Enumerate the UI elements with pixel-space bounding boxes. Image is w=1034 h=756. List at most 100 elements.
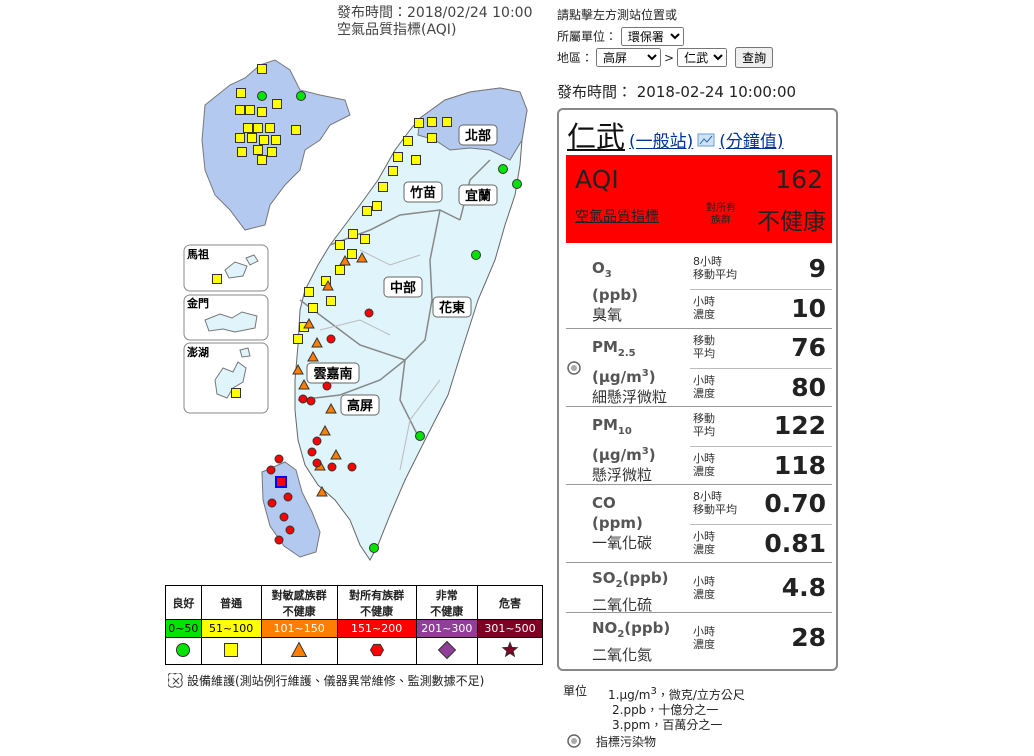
station-sensitive <box>290 640 308 657</box>
reading: 小時 濃度 80 <box>690 368 832 407</box>
reading: 8小時 移動平均 0.70 <box>690 485 832 524</box>
reading-period: 移動 平均 <box>693 412 715 438</box>
reading-period: 小時 濃度 <box>693 374 715 400</box>
region-label-box <box>340 394 380 416</box>
aqi-legend: 良好 普通 對敏感族群 不健康 對所有族群 不健康 非常 不健康 危害 0~50 51~100 10… <box>165 585 544 665</box>
station-title: 仁武 (一般站) (分鐘值) <box>567 114 784 156</box>
aqi-label: AQI <box>575 165 619 194</box>
query-prompt: 請點擊左方測站位置或 <box>557 8 678 22</box>
legend-icon-cell <box>165 637 202 665</box>
reading-period-line: 平均 <box>693 425 715 438</box>
station-moderate <box>257 64 267 74</box>
pollutant-name: NO2(ppb) <box>592 618 670 645</box>
station-unhealthy <box>312 436 322 446</box>
legend-level-line: 不健康 <box>360 604 394 618</box>
reading-value: 9 <box>808 254 826 283</box>
pollutant-chinese-name: 二氧化硫 <box>592 596 653 614</box>
unit-desc: ，微克/立方公尺 <box>656 688 745 702</box>
pollutant-row: PM2.5 (μg/m3) 細懸浮微粒 移動 平均 76 小時 濃度 80 <box>566 328 832 406</box>
station-moderate <box>243 123 253 133</box>
reading-period-line: 小時 <box>693 530 715 543</box>
station-select[interactable]: 仁武 <box>677 48 728 67</box>
pollutant-unit-line: (ppm) <box>592 513 652 533</box>
legend-level-line: 對敏感族群 <box>271 588 327 602</box>
pollutant-name: O3 <box>592 258 638 285</box>
island-label: 馬祖 <box>187 247 209 261</box>
station-unhealthy <box>322 381 332 391</box>
station-good <box>471 250 481 260</box>
station-unhealthy <box>312 458 322 468</box>
pollutant-unit-line: (μg/m3) <box>592 364 667 387</box>
pollutant-symbol: PM <box>592 416 618 434</box>
pollutant-label: NO2(ppb) 二氧化氮 <box>592 618 670 665</box>
legend-icon-cell <box>415 637 478 665</box>
station-hazardous <box>501 640 519 657</box>
pollutant-unit: (ppb) <box>624 619 671 637</box>
station-good <box>498 164 508 174</box>
reading-period: 小時 濃度 <box>693 625 715 651</box>
minute-link[interactable]: (分鐘值) <box>719 132 784 152</box>
station-moderate <box>326 296 336 306</box>
pollutant-label: PM2.5 (μg/m3) 細懸浮微粒 <box>592 337 667 407</box>
station-name: 仁武 <box>567 120 626 154</box>
station-moderate <box>414 118 424 128</box>
station-moderate <box>442 117 452 127</box>
station-sensitive <box>303 317 315 329</box>
pollutant-row: NO2(ppb) 二氧化氮 小時 濃度 28 <box>566 612 832 665</box>
unit-text: 1.μg/m <box>608 688 651 702</box>
legend-icon-svg <box>437 640 456 659</box>
station-sensitive <box>330 448 342 460</box>
station-moderate <box>236 88 246 98</box>
station-unhealthy <box>306 396 316 406</box>
station-moderate <box>304 287 314 297</box>
reading-period-line: 移動 <box>693 412 715 425</box>
reading-period-line: 濃度 <box>693 543 715 556</box>
station-sensitive <box>307 350 319 362</box>
region-label-box <box>383 276 423 298</box>
query-button[interactable]: 查詢 <box>735 47 774 68</box>
reading-value: 122 <box>773 411 826 440</box>
agency-row: 所屬單位： 環保署 <box>557 27 684 46</box>
reading-period-line: 小時 <box>693 625 715 638</box>
region-label-box <box>306 362 360 384</box>
region-label-box <box>458 184 498 206</box>
reading-period: 小時 濃度 <box>693 295 715 321</box>
reading-period: 小時 濃度 <box>693 452 715 478</box>
station-moderate <box>253 145 263 155</box>
pollutant-unit-line: (ppb) <box>592 285 638 305</box>
legend-level-line: 不健康 <box>282 604 316 618</box>
pollutant-unit-end: ) <box>648 368 656 386</box>
station-unhealthy <box>274 454 284 464</box>
pollutant-label: CO (ppm) 一氧化碳 <box>592 493 652 553</box>
region-label: 宜蘭 <box>465 188 491 204</box>
chart-icon[interactable] <box>697 133 715 147</box>
status-group-line: 對所有 <box>706 203 736 214</box>
station-moderate <box>388 166 398 176</box>
legend-icon-svg <box>290 640 308 657</box>
unit-item: 1.μg/m3，微克/立方公尺 <box>608 684 745 703</box>
legend-range: 0~50 <box>165 619 202 638</box>
reading-period-line: 移動平均 <box>693 503 737 516</box>
pollutant-unit-sup: 3 <box>641 368 649 379</box>
station-good <box>415 431 425 441</box>
station-moderate <box>253 123 263 133</box>
pollutant-unit-end: ) <box>648 446 656 464</box>
station-type-link[interactable]: (一般站) <box>629 132 694 152</box>
pollutant-chinese-name: 懸浮微粒 <box>592 466 653 484</box>
county-select[interactable]: 高屏 <box>596 48 662 67</box>
reading: 小時 濃度 118 <box>690 446 832 485</box>
pollutant-name: PM2.5 <box>592 337 667 364</box>
station-moderate <box>411 155 421 165</box>
stations[interactable] <box>212 64 522 553</box>
agency-select[interactable]: 環保署 <box>620 27 684 46</box>
station-sensitive <box>298 378 310 390</box>
pollutant-unit: (ppb) <box>622 569 669 587</box>
area-label: 地區： <box>557 50 594 65</box>
station-sensitive <box>339 254 351 266</box>
station-panel: 仁武 (一般站) (分鐘值) AQI 162 空氣品質指標 對所有 族群 不健康… <box>557 108 838 671</box>
station-unhealthy <box>274 535 284 545</box>
station-unhealthy <box>267 498 277 508</box>
legend-range: 151~200 <box>336 619 417 638</box>
